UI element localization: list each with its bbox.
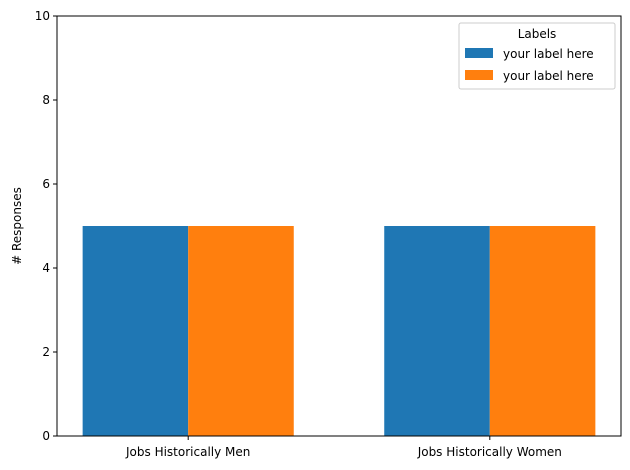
y-tick-label: 4: [42, 261, 50, 275]
legend-swatch-1: [465, 48, 493, 58]
bars-group: [82, 226, 596, 436]
plot-frame: [56, 15, 622, 437]
legend-items: your label here your label here: [465, 47, 594, 83]
bar-1-2: [384, 226, 490, 436]
legend-label-2: your label here: [503, 69, 594, 83]
bar-1-1: [82, 226, 189, 436]
x-tick-label: Jobs Historically Women: [417, 445, 562, 459]
legend: Labels your label here your label here: [458, 22, 616, 90]
bar-2-1: [188, 226, 294, 436]
y-axis-ticks: 0 2 4 6 8 10: [35, 9, 57, 443]
bar-2-2: [489, 226, 596, 436]
legend-label-1: your label here: [503, 47, 594, 61]
legend-title: Labels: [518, 27, 557, 41]
legend-box: [458, 22, 616, 90]
x-tick-label: Jobs Historically Men: [125, 445, 250, 459]
y-tick-label: 6: [42, 177, 50, 191]
y-tick-label: 2: [42, 345, 50, 359]
x-axis-ticks: Jobs Historically Men Jobs Historically W…: [125, 436, 562, 459]
y-axis-label: # Responses: [10, 187, 24, 265]
y-tick-label: 0: [42, 429, 50, 443]
y-tick-label: 10: [35, 9, 50, 23]
y-tick-label: 8: [42, 93, 50, 107]
legend-swatch-2: [465, 70, 493, 80]
